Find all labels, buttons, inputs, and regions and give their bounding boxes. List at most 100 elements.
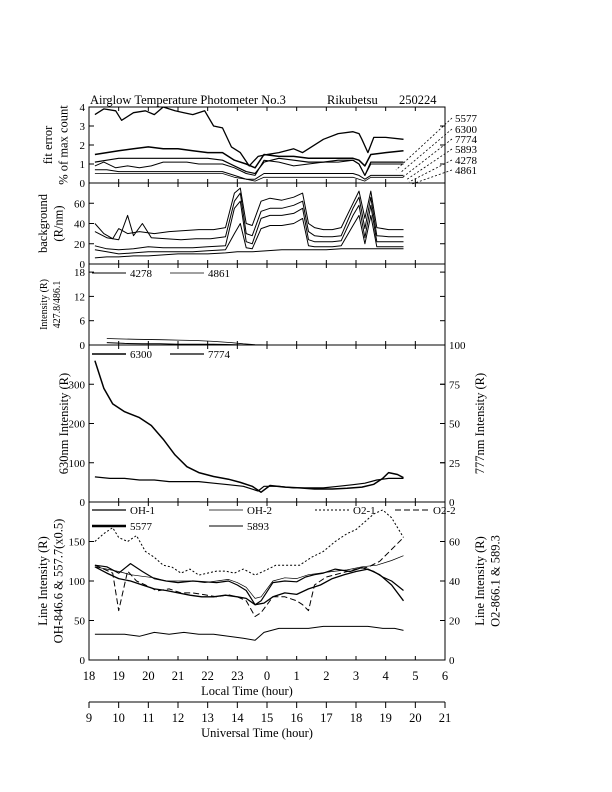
ut-tick-label: 10: [112, 711, 125, 725]
series-line-o2-1: [94, 509, 404, 576]
right-label-7774: 7774: [455, 134, 478, 146]
station-name: Rikubetsu: [327, 93, 378, 107]
series-line-6300: [94, 360, 404, 493]
y2-axis-label: O2-866.1 & 589.3: [489, 535, 503, 627]
local-time-tick-label: 20: [142, 669, 155, 683]
series-line-bg2: [94, 192, 404, 241]
y-axis-label: (R/nm): [52, 205, 66, 241]
local-time-tick-label: 4: [383, 669, 390, 683]
y-tick-label: 4: [80, 102, 86, 114]
y2-tick-label: 100: [449, 340, 466, 352]
local-time-tick-label: 19: [112, 669, 125, 683]
series-line-7774: [94, 476, 404, 492]
legend-label-4861: 4861: [208, 268, 230, 280]
series-line-5893: [94, 625, 404, 641]
legend-label-4278: 4278: [130, 268, 153, 280]
panel-background: 0 20 40 60 background (R/nm): [36, 182, 446, 271]
series-line-bg3: [94, 200, 404, 251]
y2-tick-label: 50: [449, 419, 461, 431]
right-label-6300: 6300: [455, 124, 478, 136]
right-label-leader: [405, 148, 453, 181]
local-time-tick-label: 3: [353, 669, 359, 683]
ut-tick-label: 16: [290, 711, 303, 725]
ut-tick-label: 13: [201, 711, 214, 725]
y2-tick-label: 0: [449, 655, 455, 667]
ut-tick-label: 11: [142, 711, 154, 725]
right-label-leader: [408, 159, 453, 183]
panel-fit_error: 0 1 2 3 4 fit error% of max count 557763007774…: [41, 102, 478, 190]
y2-axis-label: Line Intensity (R): [473, 536, 487, 626]
ut-tick-label: 20: [409, 711, 422, 725]
legend-label-5893: 5893: [247, 521, 270, 533]
legend-label-6300: 6300: [130, 349, 153, 361]
legend-label-oh-2: OH-2: [247, 505, 272, 517]
ut-tick-label: 14: [231, 711, 244, 725]
y2-tick-label: 75: [449, 379, 461, 391]
y-tick-label: 18: [74, 267, 86, 279]
series-group: [94, 509, 405, 641]
y-axis-label: OH-846.6 & 557.7(x0.5): [52, 519, 66, 644]
y-tick-label: 20: [74, 239, 86, 251]
series-line-5577: [94, 107, 404, 167]
y2-tick-label: 0: [449, 497, 455, 509]
series-line-bg4: [94, 214, 404, 255]
y-tick-label: 6: [80, 316, 86, 328]
series-line-7774: [94, 157, 404, 176]
right-label-leader: [399, 128, 453, 174]
y-tick-label: 200: [69, 419, 86, 431]
y-axis-label: Intensity (R): [39, 279, 50, 330]
ut-tick-label: 9: [86, 711, 92, 725]
series-line-4861: [106, 338, 404, 345]
series-group: [94, 360, 404, 493]
y-tick-label: 100: [69, 458, 86, 470]
series-line-bg5: [94, 248, 404, 259]
panel-n2_hbeta: 0 6 12 18 Intensity (R) 427.8/486.1 4278 4861: [39, 263, 446, 352]
series-line-oh-2: [94, 555, 404, 599]
y2-tick-label: 60: [449, 537, 461, 549]
local-time-tick-label: 0: [264, 669, 270, 683]
y-tick-label: 2: [80, 140, 86, 152]
right-label-5577: 5577: [455, 113, 478, 125]
legend-label-o2-2: O2-2: [433, 505, 456, 517]
local-time-tick-label: 21: [172, 669, 185, 683]
y-tick-label: 0: [80, 178, 86, 190]
y2-tick-label: 25: [449, 458, 461, 470]
figure-title: Airglow Temperature Photometer No.3: [90, 93, 286, 107]
right-label-5893: 5893: [455, 144, 478, 156]
series-line-5893: [94, 159, 404, 176]
ut-tick-label: 17: [320, 711, 333, 725]
right-label-4278: 4278: [455, 155, 478, 167]
right-label-leader: [395, 117, 453, 171]
y2-tick-label: 40: [449, 576, 461, 588]
title-row: Airglow Temperature Photometer No.3 Riku…: [90, 93, 437, 107]
y-tick-label: 100: [69, 576, 86, 588]
y-axis-label: Line Intensity (R): [36, 536, 50, 626]
series-line-5577: [94, 566, 405, 606]
series-group: [94, 107, 404, 182]
y-tick-label: 300: [69, 379, 86, 391]
y2-axis-label: 777nm Intensity (R): [473, 373, 487, 474]
ut-axis-label: Universal Time (hour): [201, 726, 313, 740]
y-tick-label: 12: [74, 291, 85, 303]
y-tick-label: 0: [80, 259, 86, 271]
legend-label-5577: 5577: [130, 521, 153, 533]
series-line-4278: [106, 342, 404, 345]
series-line-4861: [94, 173, 404, 182]
series-group: [94, 187, 404, 259]
y-axis-label: fit error: [41, 125, 55, 164]
y-tick-label: 0: [80, 497, 86, 509]
ut-tick-label: 15: [261, 711, 274, 725]
local-time-tick-label: 5: [412, 669, 418, 683]
local-time-tick-label: 6: [442, 669, 448, 683]
local-time-tick-label: 22: [201, 669, 214, 683]
legend-label-o2-1: O2-1: [353, 505, 376, 517]
right-label-4861: 4861: [455, 165, 477, 177]
date-label: 250224: [399, 93, 437, 107]
series-line-o2-2: [94, 537, 404, 617]
series-group: [106, 338, 404, 345]
